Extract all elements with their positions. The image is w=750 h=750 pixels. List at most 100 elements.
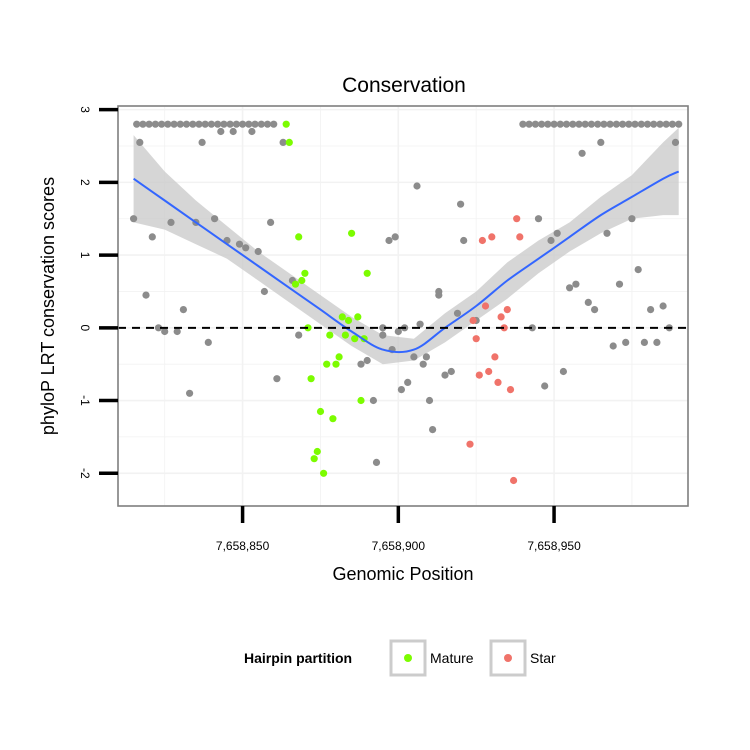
y-tick-label: 1 — [78, 252, 92, 259]
point-mature — [313, 447, 321, 456]
point-other — [675, 120, 683, 128]
point-star — [513, 215, 521, 223]
point-other — [662, 120, 670, 128]
point-other — [167, 218, 175, 226]
point-mature — [298, 276, 306, 285]
point-other — [267, 218, 275, 226]
legend: Hairpin partition Mature Star — [244, 639, 556, 677]
point-other — [176, 120, 184, 128]
point-other — [457, 200, 465, 208]
point-star — [494, 378, 502, 386]
legend-key-star — [489, 639, 527, 677]
point-other — [270, 120, 278, 128]
point-other — [460, 236, 468, 245]
point-other — [643, 120, 652, 128]
smooth-line-layer — [133, 170, 680, 354]
point-other — [372, 458, 381, 466]
point-other — [550, 120, 558, 128]
point-star — [488, 233, 496, 241]
point-star — [509, 476, 518, 485]
point-other — [142, 291, 150, 299]
point-other — [429, 426, 437, 434]
point-other — [357, 360, 365, 368]
point-mature — [291, 280, 300, 288]
point-mature — [341, 331, 349, 339]
point-other — [133, 120, 141, 128]
point-star — [475, 371, 483, 379]
point-star — [466, 440, 474, 448]
y-tick-label: -2 — [78, 468, 92, 479]
point-other — [229, 127, 237, 136]
point-star — [503, 306, 511, 314]
panel-background — [118, 106, 688, 506]
point-star — [500, 324, 508, 332]
point-other — [619, 120, 627, 128]
point-other — [158, 120, 166, 128]
point-other — [435, 291, 443, 299]
point-mature — [320, 469, 328, 477]
point-other — [410, 353, 418, 361]
point-other — [572, 280, 580, 288]
point-other — [587, 120, 596, 128]
point-other — [562, 120, 571, 128]
point-other — [578, 149, 586, 157]
point-other — [198, 138, 206, 146]
point-other — [597, 138, 605, 146]
point-other — [538, 120, 546, 128]
legend-title: Hairpin partition — [244, 650, 352, 666]
y-axis: -2 -1 0 1 2 3 — [78, 106, 118, 479]
point-other — [226, 120, 234, 128]
point-other — [394, 327, 402, 336]
point-other — [211, 215, 219, 223]
point-other — [214, 120, 222, 128]
smooth-line — [133, 170, 680, 354]
legend-key-mature — [389, 639, 427, 677]
point-other — [404, 378, 412, 386]
point-other — [161, 327, 169, 336]
point-star — [497, 313, 505, 321]
point-other — [559, 367, 568, 376]
point-mature — [282, 120, 290, 128]
point-mature — [323, 360, 331, 368]
point-other — [173, 327, 181, 336]
point-other — [647, 306, 655, 314]
point-other — [391, 233, 399, 241]
point-star — [506, 386, 515, 394]
point-mature — [295, 233, 303, 241]
legend-dot-mature — [404, 654, 412, 662]
point-mature — [326, 331, 334, 339]
point-other — [295, 331, 303, 339]
point-other — [650, 120, 658, 128]
point-mature — [344, 316, 353, 325]
point-other — [575, 120, 583, 128]
point-other — [148, 233, 156, 241]
point-mature — [363, 269, 371, 277]
point-mature — [307, 375, 315, 383]
point-other — [139, 120, 147, 128]
point-mature — [316, 407, 325, 416]
point-other — [260, 287, 268, 296]
point-other — [416, 320, 424, 328]
panel-border — [117, 105, 689, 507]
point-other — [425, 396, 434, 405]
point-other — [201, 120, 209, 128]
point-other — [544, 120, 552, 128]
point-other — [248, 127, 256, 136]
point-other — [130, 215, 138, 223]
point-other — [154, 324, 163, 332]
point-other — [363, 356, 371, 365]
point-other — [628, 215, 636, 223]
point-other — [232, 120, 240, 128]
point-mature — [357, 396, 365, 405]
point-other — [257, 120, 265, 128]
plot-panel — [117, 105, 689, 507]
y-axis-title: phyloP LRT conservation scores — [38, 177, 58, 435]
point-other — [584, 298, 592, 306]
point-other — [239, 120, 247, 128]
point-other — [634, 266, 642, 274]
point-other — [164, 120, 172, 128]
point-other — [441, 371, 449, 379]
point-other — [195, 120, 203, 128]
point-other — [453, 309, 462, 317]
